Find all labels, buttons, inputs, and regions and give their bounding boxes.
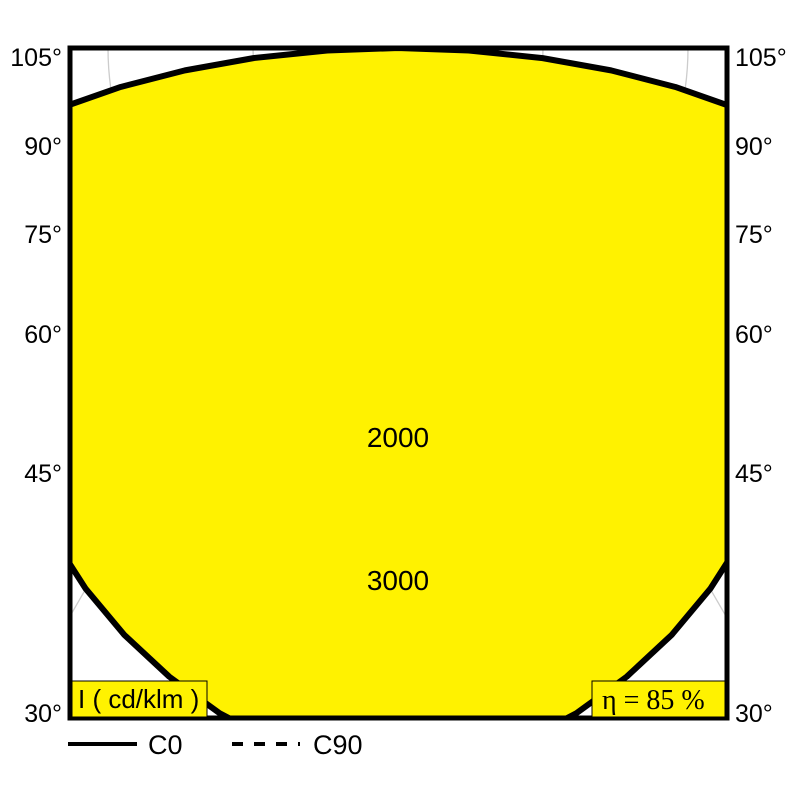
legend-label-c0: C0 <box>148 730 183 760</box>
axis-label-right-90: 90° <box>735 133 773 161</box>
axis-label-right-105: 105° <box>735 44 787 72</box>
efficiency-box: η = 85 % <box>591 680 726 718</box>
plot-frame <box>67 45 730 721</box>
axis-label-left-75: 75° <box>24 221 62 249</box>
axis-label-left-90: 90° <box>24 133 62 161</box>
units-box: I ( cd/klm ) <box>71 680 208 718</box>
units-box-label: I ( cd/klm ) <box>78 684 199 714</box>
efficiency-box-background <box>591 680 726 718</box>
axis-label-right-75: 75° <box>735 221 773 249</box>
efficiency-box-label: η = 85 % <box>602 685 705 716</box>
right-angle-axis: 105° 90° 75° 60° 45° 30° <box>735 44 787 728</box>
legend-label-c90: C90 <box>313 730 363 760</box>
axis-label-left-45: 45° <box>24 460 62 488</box>
axis-label-left-30: 30° <box>24 700 62 728</box>
axis-label-right-60: 60° <box>735 321 773 349</box>
axis-label-right-30: 30° <box>735 700 773 728</box>
chart-legend: C0 C90 <box>68 730 363 760</box>
left-angle-axis: 105° 90° 75° 60° 45° 30° <box>10 44 62 728</box>
axis-label-right-45: 45° <box>735 460 773 488</box>
axis-label-left-60: 60° <box>24 321 62 349</box>
units-box-background <box>71 680 208 718</box>
distribution-curve-c0 <box>70 48 727 718</box>
distribution-curve-group <box>70 48 727 718</box>
axis-label-left-105: 105° <box>10 44 62 72</box>
radial-label-2000: 2000 <box>367 422 429 453</box>
radial-label-3000: 3000 <box>367 565 429 596</box>
